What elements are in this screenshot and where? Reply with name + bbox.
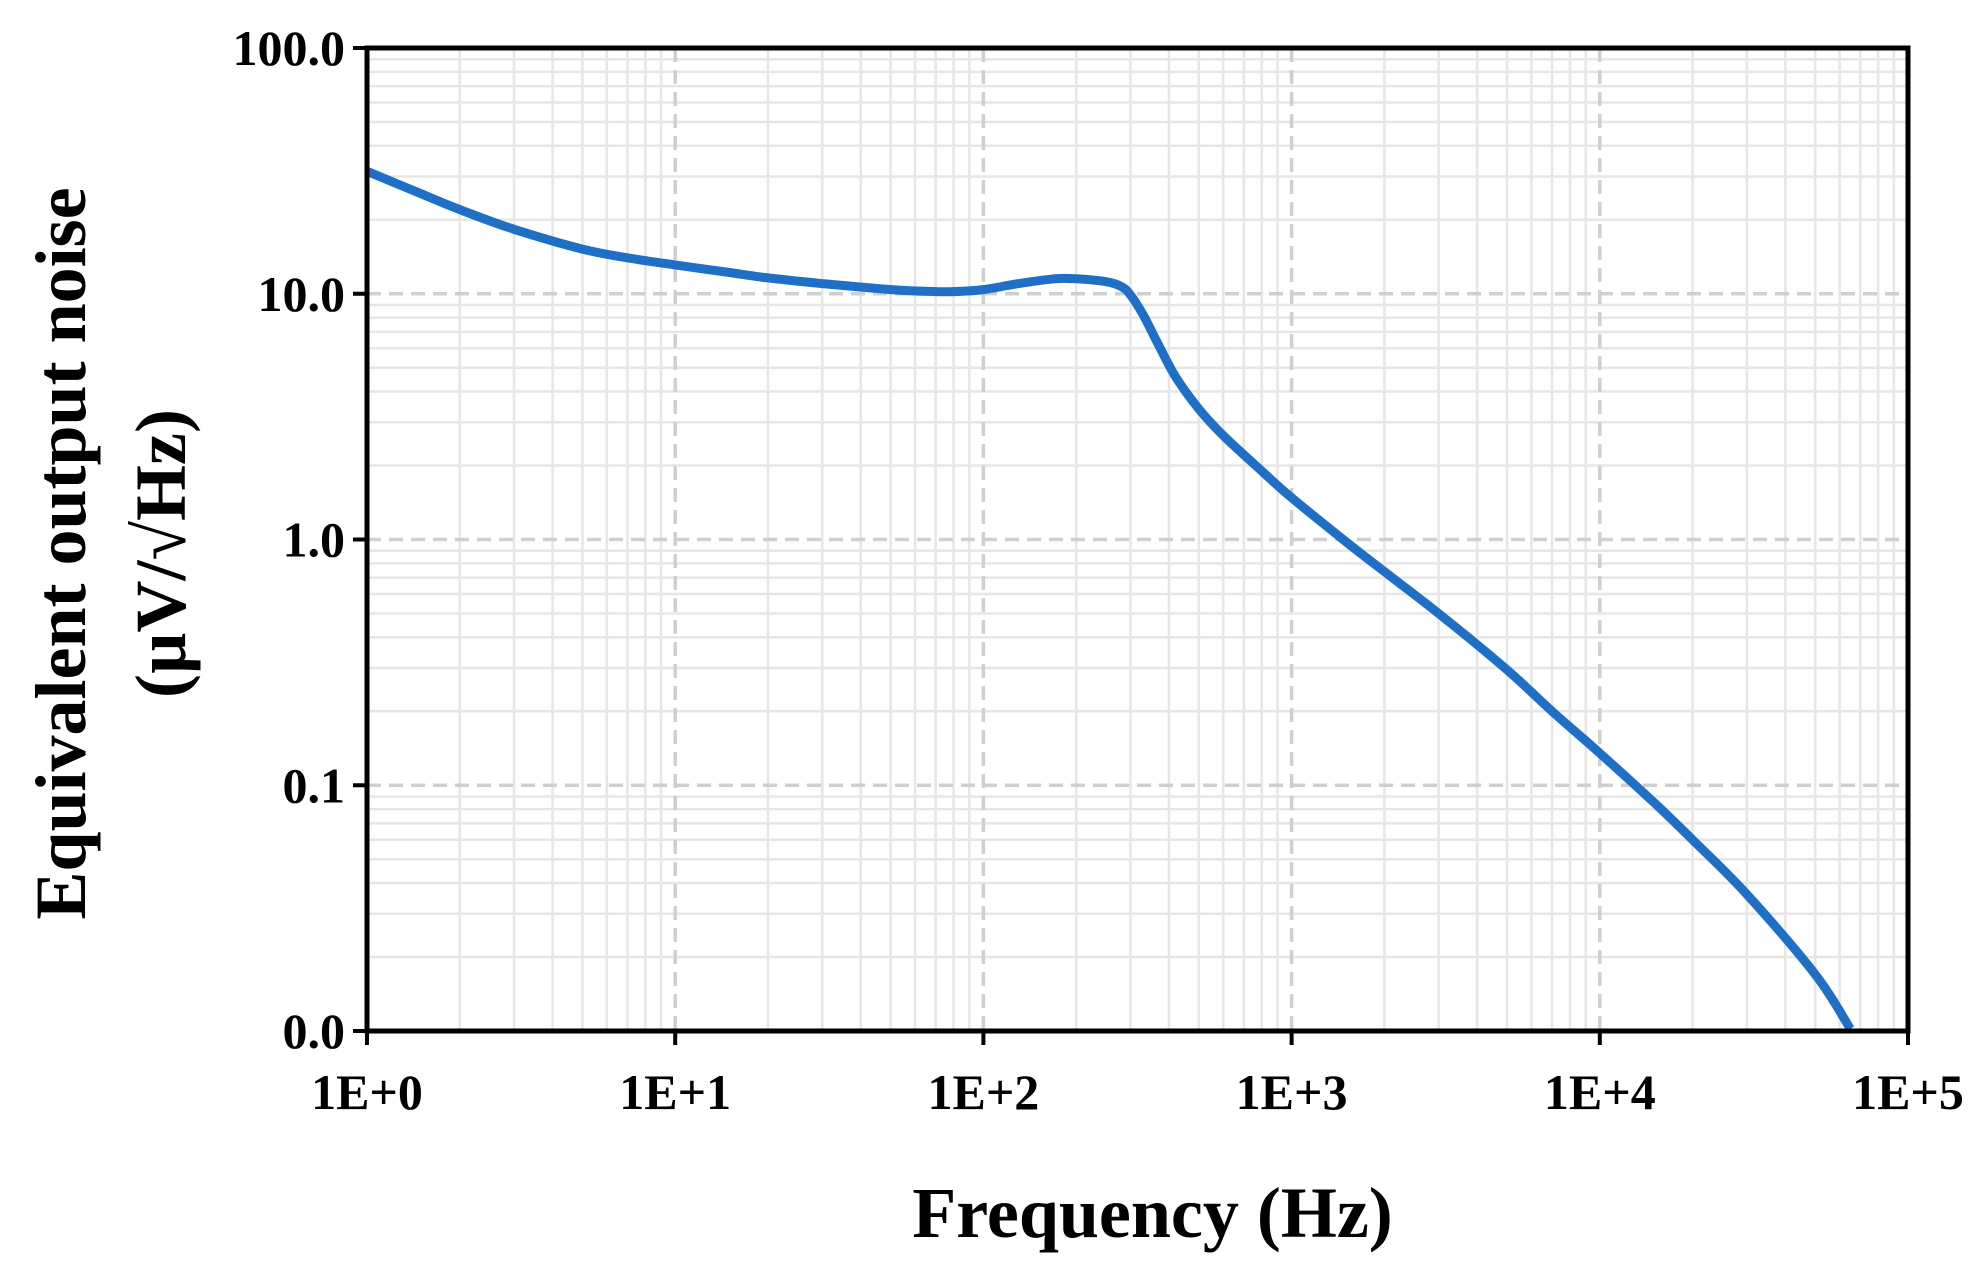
y-tick-label: 10.0 (258, 266, 346, 322)
x-tick-label: 1E+4 (1544, 1064, 1656, 1120)
y-tick-label: 0.0 (283, 1003, 346, 1059)
x-tick-label: 1E+5 (1852, 1064, 1964, 1120)
y-axis-title-line-2: (µV/√Hz) (121, 409, 201, 698)
y-axis-ticks: 0.0 0.1 1.0 10.0 100.0 (233, 20, 367, 1059)
series-layer (365, 167, 1855, 1032)
minor-gridlines (367, 48, 1908, 1031)
y-tick-label: 1.0 (283, 512, 346, 568)
x-tick-label: 1E+1 (619, 1064, 731, 1120)
x-tick-label: 1E+0 (311, 1064, 423, 1120)
x-tick-label: 1E+2 (927, 1064, 1039, 1120)
x-tick-label: 1E+3 (1236, 1064, 1348, 1120)
y-tick-label: 0.1 (283, 757, 346, 813)
y-tick-label: 100.0 (233, 20, 346, 76)
y-axis-title: Equivalent output noise (µV/√Hz) (21, 187, 201, 919)
x-axis-ticks: 1E+0 1E+1 1E+2 1E+3 1E+4 1E+5 (311, 1031, 1964, 1120)
x-axis-title: Frequency (Hz) (912, 1173, 1393, 1253)
y-axis-title-line-1: Equivalent output noise (21, 187, 101, 919)
series-line-0 (365, 167, 1855, 1032)
